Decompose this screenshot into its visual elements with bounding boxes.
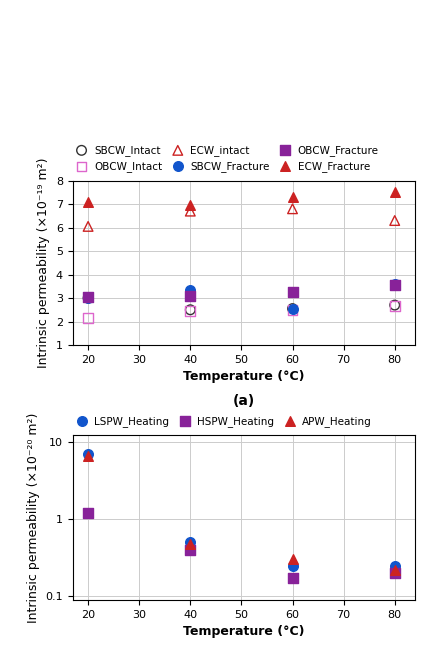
ECW_Fracture [391,187,398,197]
APW_Heating [85,451,92,461]
X-axis label: Temperature (°C): Temperature (°C) [183,370,305,383]
SBCW_Fracture [391,279,398,289]
LSPW_Heating [289,561,296,571]
SBCW_Fracture [289,303,296,313]
Legend: SBCW_Intact, OBCW_Intact, ECW_intact, SBCW_Fracture, OBCW_Fracture, ECW_Fracture: SBCW_Intact, OBCW_Intact, ECW_intact, SB… [71,145,379,172]
SBCW_Intact [85,293,92,303]
OBCW_Fracture [85,292,92,302]
APW_Heating [187,539,194,549]
X-axis label: Temperature (°C): Temperature (°C) [183,625,305,638]
Y-axis label: Intrinsic permeability (×10⁻¹⁹ m²): Intrinsic permeability (×10⁻¹⁹ m²) [37,157,51,368]
OBCW_Fracture [391,280,398,290]
HSPW_Heating [85,508,92,518]
OBCW_Fracture [289,287,296,297]
ECW_Fracture [289,192,296,202]
SBCW_Fracture [85,293,92,303]
Text: (a): (a) [233,394,255,408]
HSPW_Heating [187,544,194,555]
ECW_intact [289,204,296,214]
HSPW_Heating [289,573,296,584]
LSPW_Heating [187,537,194,548]
SBCW_Intact [289,303,296,313]
SBCW_Fracture [187,284,194,295]
SBCW_Intact [391,300,398,310]
Legend: LSPW_Heating, HSPW_Heating, APW_Heating: LSPW_Heating, HSPW_Heating, APW_Heating [71,416,372,427]
ECW_intact [85,221,92,232]
SBCW_Intact [187,304,194,315]
OBCW_Fracture [187,290,194,301]
Y-axis label: Intrinsic permeability (×10⁻²⁰ m²): Intrinsic permeability (×10⁻²⁰ m²) [27,412,40,623]
LSPW_Heating [85,448,92,459]
ECW_Fracture [85,197,92,207]
ECW_Fracture [187,200,194,210]
OBCW_Intact [289,304,296,315]
APW_Heating [391,564,398,575]
ECW_intact [187,206,194,216]
OBCW_Intact [187,306,194,316]
APW_Heating [289,554,296,564]
LSPW_Heating [391,561,398,571]
OBCW_Intact [391,301,398,312]
ECW_intact [391,215,398,226]
HSPW_Heating [391,568,398,578]
OBCW_Intact [85,313,92,323]
